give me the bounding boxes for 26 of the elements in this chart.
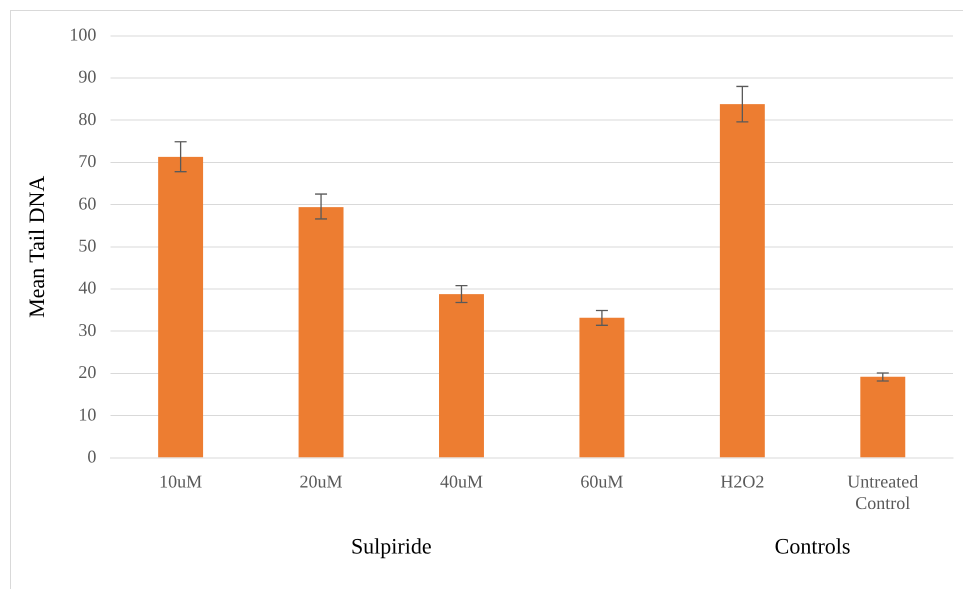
y-tick-label: 10: [78, 404, 96, 424]
y-tick-label: 30: [78, 320, 96, 340]
bar: [860, 376, 906, 458]
x-tick-label: H2O2: [720, 471, 764, 492]
bar: [579, 318, 624, 458]
x-tick-label: Untreated Control: [847, 471, 918, 513]
text: Sulpiride: [350, 534, 432, 559]
bar: [720, 104, 765, 458]
y-axis-title: Mean Tail DNA: [24, 176, 49, 318]
y-tick-label: 100: [69, 24, 96, 45]
x-tick-label: 60uM: [580, 471, 624, 492]
x-tick-label: 20uM: [300, 471, 343, 492]
text: Controls: [774, 534, 850, 559]
bar: [439, 294, 484, 458]
bar: [298, 207, 344, 458]
y-tick-label: 90: [78, 66, 96, 87]
y-tick-label: 60: [78, 193, 96, 214]
x-tick-label: 10uM: [159, 471, 202, 492]
y-tick-label: 80: [78, 108, 96, 129]
y-tick-label: 40: [78, 278, 96, 298]
y-tick-label: 50: [78, 236, 96, 256]
bar: [158, 156, 204, 458]
y-tick-label: 20: [78, 362, 96, 382]
x-tick-label: 40uM: [440, 471, 483, 492]
y-tick-label: 0: [87, 446, 96, 467]
y-tick-label: 70: [78, 151, 96, 172]
